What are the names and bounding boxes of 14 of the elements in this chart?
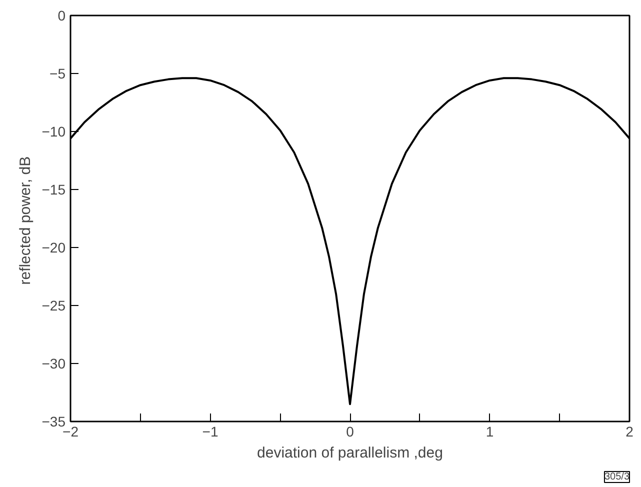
y-tick-label: 0 xyxy=(58,8,66,24)
y-tick-label: −30 xyxy=(42,356,66,372)
y-tick-label: −35 xyxy=(42,414,66,430)
y-axis-title: reflected power, dB xyxy=(16,156,34,285)
x-axis-title: deviation of parallelism ,deg xyxy=(257,444,443,462)
x-tick-label: 1 xyxy=(486,424,494,440)
x-tick-label: 2 xyxy=(626,424,634,440)
y-tick-label: −10 xyxy=(42,124,66,140)
x-tick-label: −1 xyxy=(202,424,218,440)
y-tick-label: −15 xyxy=(42,182,66,198)
x-tick-label: 0 xyxy=(346,424,354,440)
y-tick-label: −25 xyxy=(42,298,66,314)
y-tick-label: −20 xyxy=(42,240,66,256)
y-tick-label: −5 xyxy=(50,66,66,82)
